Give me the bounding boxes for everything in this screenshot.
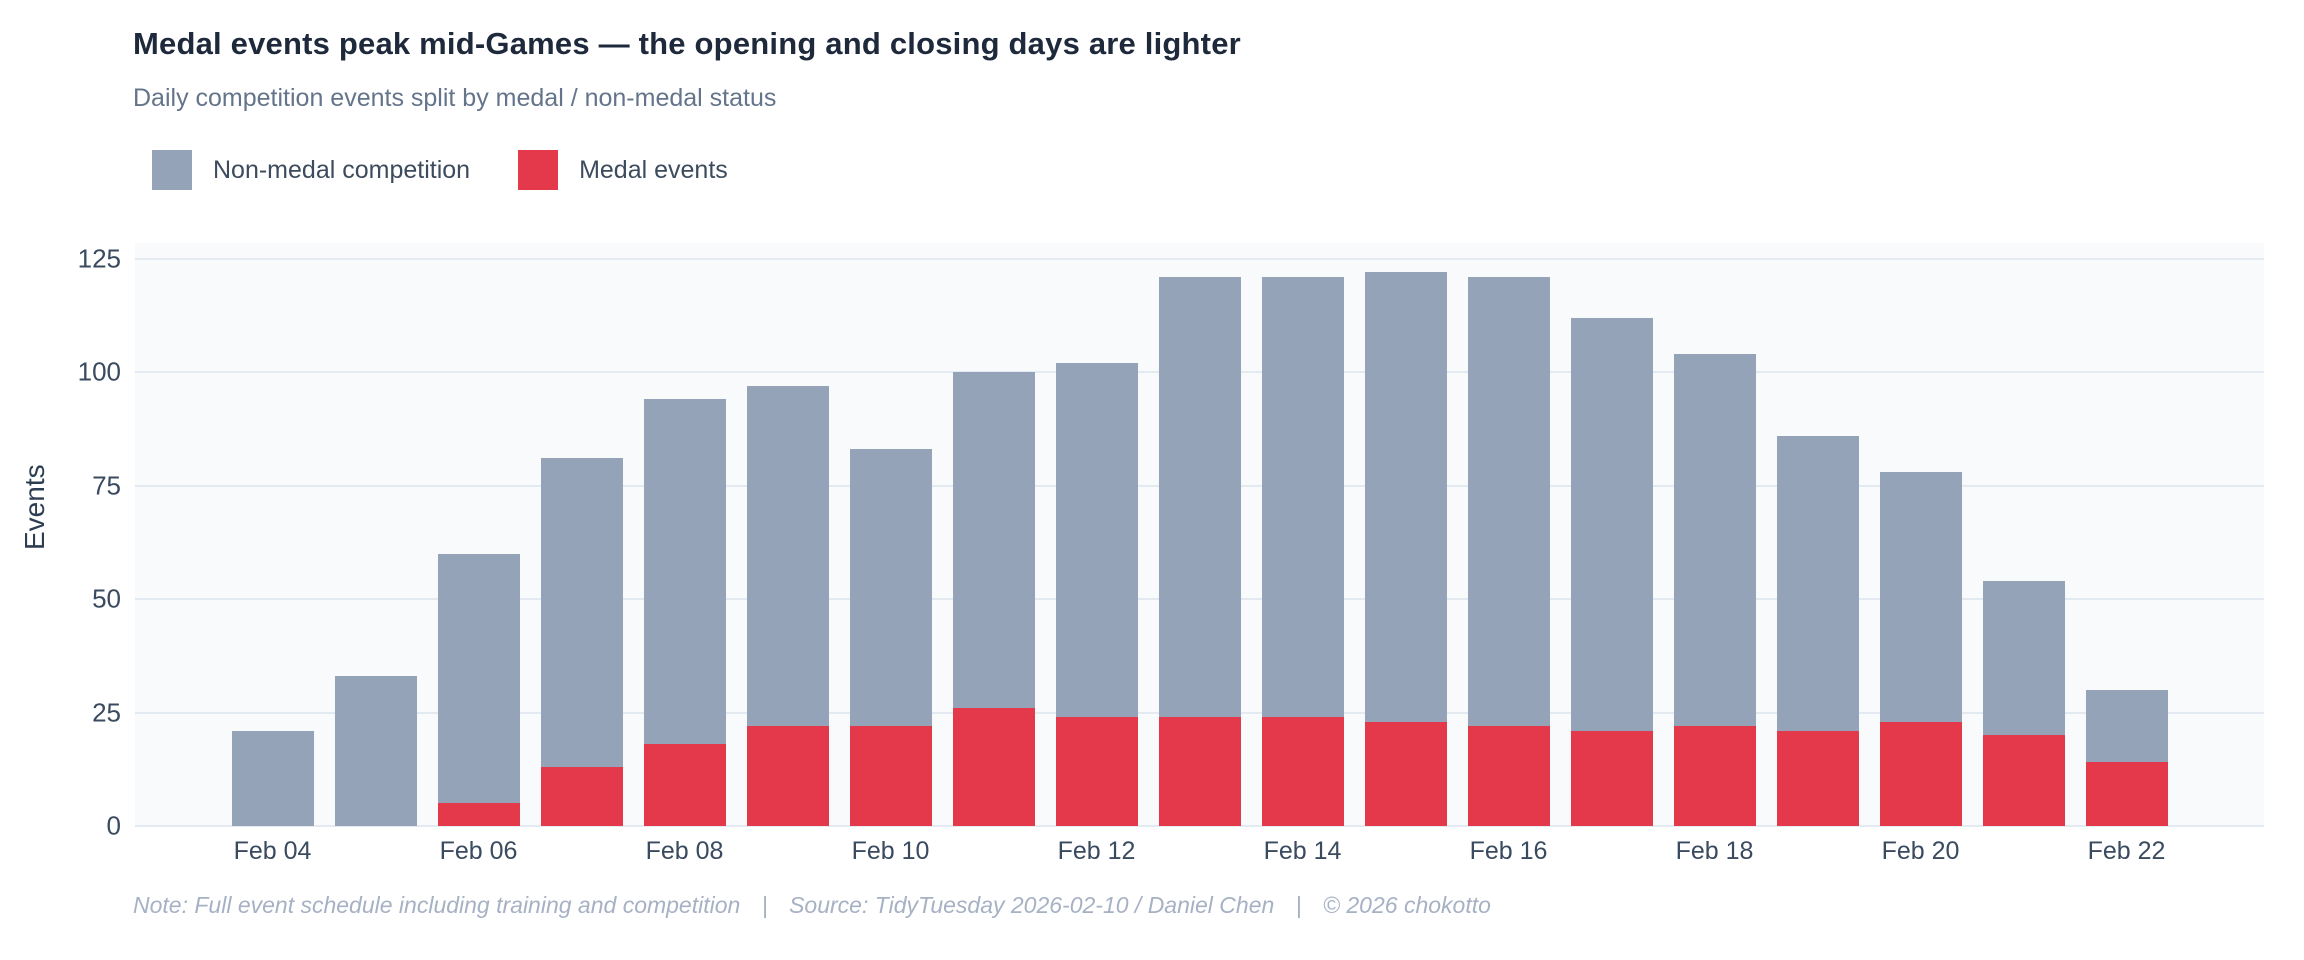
non-medal-segment bbox=[540, 458, 623, 767]
medal-segment bbox=[1467, 726, 1550, 826]
footer-separator: | bbox=[761, 892, 768, 918]
legend: Non-medal competition Medal events bbox=[152, 150, 728, 190]
y-tick-label: 25 bbox=[92, 697, 121, 727]
footer-note: Note: Full event schedule including trai… bbox=[133, 892, 741, 918]
y-tick-label: 100 bbox=[77, 356, 121, 387]
y-tick-label: 125 bbox=[77, 243, 121, 273]
bar-feb-12 bbox=[1055, 362, 1138, 826]
medal-segment bbox=[1364, 721, 1447, 826]
legend-item-non-medal: Non-medal competition bbox=[152, 150, 470, 190]
non-medal-segment bbox=[1158, 276, 1241, 718]
footer-source: Source: TidyTuesday 2026-02-10 / Daniel … bbox=[789, 892, 1275, 918]
medal-segment bbox=[1776, 730, 1859, 826]
medal-segment bbox=[849, 726, 932, 826]
bar-feb-20 bbox=[1879, 471, 1962, 826]
bar-feb-18 bbox=[1673, 353, 1756, 826]
non-medal-segment bbox=[849, 449, 932, 727]
medal-segment bbox=[437, 803, 520, 826]
plot-panel bbox=[135, 243, 2264, 827]
y-tick-label: 0 bbox=[106, 810, 121, 841]
non-medal-segment bbox=[1879, 471, 1962, 722]
x-tick-label: Feb 18 bbox=[1675, 837, 1754, 865]
non-medal-segment bbox=[2085, 689, 2168, 763]
legend-item-medal: Medal events bbox=[518, 150, 728, 190]
legend-label: Non-medal competition bbox=[213, 155, 471, 184]
bar-feb-04 bbox=[231, 730, 314, 826]
y-tick-label: 75 bbox=[92, 470, 121, 500]
non-medal-segment bbox=[746, 385, 829, 727]
footer-copyright: © 2026 chokotto bbox=[1323, 892, 1491, 918]
x-tick-label: Feb 12 bbox=[1057, 837, 1136, 865]
gridline bbox=[135, 257, 2264, 260]
bar-feb-17 bbox=[1570, 317, 1653, 826]
medal-segment bbox=[1158, 717, 1241, 826]
non-medal-swatch-icon bbox=[152, 150, 192, 190]
non-medal-segment bbox=[643, 399, 726, 745]
non-medal-segment bbox=[1570, 317, 1653, 731]
footer-caption: Note: Full event schedule including trai… bbox=[133, 892, 1491, 919]
non-medal-segment bbox=[952, 372, 1035, 708]
medal-segment bbox=[746, 726, 829, 826]
bar-feb-14 bbox=[1261, 276, 1344, 826]
bar-feb-19 bbox=[1776, 435, 1859, 826]
medal-segment bbox=[1261, 717, 1344, 826]
x-tick-label: Feb 06 bbox=[439, 837, 518, 865]
non-medal-segment bbox=[1261, 276, 1344, 718]
non-medal-segment bbox=[1467, 276, 1550, 727]
medal-segment bbox=[1673, 726, 1756, 826]
bar-feb-15 bbox=[1364, 272, 1447, 826]
non-medal-segment bbox=[1776, 435, 1859, 731]
bar-feb-16 bbox=[1467, 276, 1550, 826]
chart-subtitle: Daily competition events split by medal … bbox=[133, 84, 777, 112]
medal-segment bbox=[1879, 721, 1962, 826]
medal-swatch-icon bbox=[518, 150, 559, 190]
non-medal-segment bbox=[334, 676, 417, 826]
bar-feb-06 bbox=[437, 553, 520, 826]
y-tick-label: 50 bbox=[92, 583, 121, 614]
medal-segment bbox=[1570, 730, 1653, 826]
bar-feb-21 bbox=[1982, 580, 2065, 826]
x-tick-label: Feb 22 bbox=[2087, 837, 2166, 865]
bar-feb-22 bbox=[2085, 689, 2168, 826]
medal-segment bbox=[540, 766, 623, 826]
bar-feb-11 bbox=[952, 372, 1035, 826]
bar-feb-09 bbox=[746, 385, 829, 826]
bar-feb-08 bbox=[643, 399, 726, 826]
bar-feb-10 bbox=[849, 449, 932, 826]
medal-segment bbox=[1055, 717, 1138, 826]
legend-label: Medal events bbox=[579, 155, 728, 184]
non-medal-segment bbox=[231, 730, 314, 826]
gridline bbox=[135, 825, 2264, 827]
x-tick-label: Feb 16 bbox=[1469, 837, 1548, 865]
non-medal-segment bbox=[1364, 272, 1447, 722]
non-medal-segment bbox=[437, 553, 520, 804]
footer-separator: | bbox=[1295, 892, 1302, 918]
bar-feb-13 bbox=[1158, 276, 1241, 826]
bar-feb-07 bbox=[540, 458, 623, 826]
non-medal-segment bbox=[1055, 362, 1138, 718]
medal-segment bbox=[952, 707, 1035, 826]
bar-feb-05 bbox=[334, 676, 417, 826]
non-medal-segment bbox=[1982, 580, 2065, 736]
medal-segment bbox=[2085, 762, 2168, 826]
x-tick-label: Feb 08 bbox=[645, 837, 724, 865]
medal-segment bbox=[643, 744, 726, 826]
non-medal-segment bbox=[1673, 353, 1756, 727]
medal-segment bbox=[1982, 735, 2065, 826]
chart-title: Medal events peak mid-Games — the openin… bbox=[133, 26, 1241, 61]
x-tick-label: Feb 04 bbox=[233, 837, 312, 865]
x-tick-label: Feb 14 bbox=[1263, 837, 1342, 865]
x-tick-label: Feb 10 bbox=[851, 837, 930, 865]
x-tick-label: Feb 20 bbox=[1881, 837, 1960, 865]
